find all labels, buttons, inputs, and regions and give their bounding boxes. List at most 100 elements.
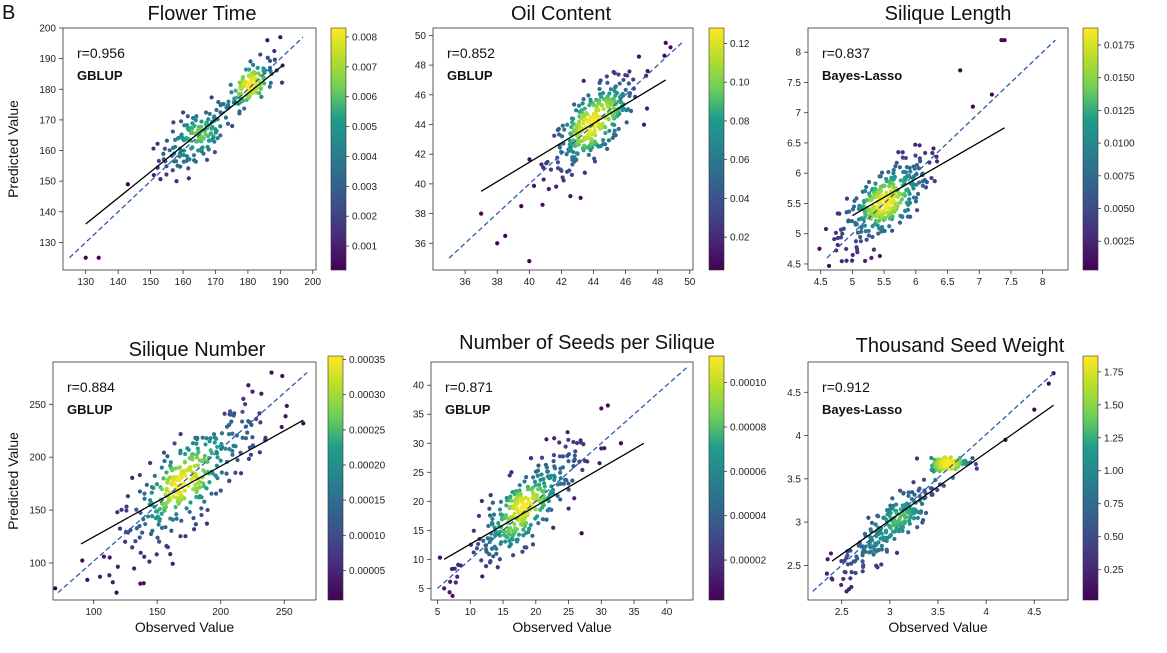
data-point xyxy=(257,450,262,455)
data-point xyxy=(519,508,524,513)
data-point xyxy=(172,441,177,446)
data-point xyxy=(280,373,285,379)
data-point xyxy=(487,506,492,511)
data-point xyxy=(199,506,204,511)
data-point xyxy=(183,451,188,457)
data-point xyxy=(503,513,509,518)
data-point xyxy=(230,452,235,457)
colorbar-tick-label: 0.00010 xyxy=(730,378,767,389)
data-point xyxy=(826,263,832,269)
colorbar-tick-label: 0.007 xyxy=(352,62,377,73)
data-point xyxy=(911,516,917,521)
colorbar-tick-label: 1.75 xyxy=(1104,367,1124,378)
data-point xyxy=(897,515,902,521)
data-point xyxy=(849,258,855,263)
data-point xyxy=(164,543,169,549)
data-point xyxy=(911,195,917,200)
data-point xyxy=(140,530,145,535)
data-point xyxy=(567,168,572,173)
data-point xyxy=(833,230,839,235)
data-point xyxy=(155,535,160,540)
y-axis-label: Predicted Value xyxy=(5,432,21,530)
colorbar-tick-label: 1.25 xyxy=(1104,433,1124,444)
data-point xyxy=(142,554,147,559)
plot-area xyxy=(53,370,308,595)
data-point xyxy=(159,465,164,470)
data-point xyxy=(175,163,180,168)
data-point xyxy=(574,151,580,156)
data-point xyxy=(570,162,575,167)
data-point xyxy=(173,504,178,510)
data-point xyxy=(581,114,586,119)
data-point xyxy=(883,528,889,533)
data-point xyxy=(913,199,919,204)
data-point xyxy=(645,68,650,74)
data-point xyxy=(240,419,245,424)
data-point xyxy=(611,132,617,137)
colorbar xyxy=(708,27,725,271)
data-point xyxy=(879,531,884,536)
data-point xyxy=(617,81,622,86)
x-tick-label: 30 xyxy=(596,607,608,618)
data-point xyxy=(200,145,205,150)
data-point xyxy=(863,544,868,549)
data-point xyxy=(191,473,196,479)
data-point xyxy=(915,515,920,520)
data-point xyxy=(914,208,920,213)
data-point xyxy=(869,520,875,525)
data-point xyxy=(510,514,515,519)
data-point xyxy=(542,484,547,489)
data-point xyxy=(181,110,186,115)
data-point xyxy=(162,458,167,464)
data-point xyxy=(164,172,169,177)
data-point xyxy=(874,563,879,568)
data-point xyxy=(525,487,531,492)
data-point xyxy=(85,577,90,583)
data-point xyxy=(242,106,247,111)
data-point xyxy=(536,487,541,492)
data-point xyxy=(871,552,876,557)
data-point xyxy=(206,117,211,122)
data-point xyxy=(147,559,152,564)
data-point xyxy=(536,521,541,526)
data-point xyxy=(174,512,179,517)
y-tick-label: 160 xyxy=(39,146,56,157)
data-point xyxy=(845,562,850,567)
data-point xyxy=(603,124,608,130)
colorbar-tick-label: 1.50 xyxy=(1104,400,1124,411)
colorbar xyxy=(1082,355,1099,601)
data-point xyxy=(230,431,235,436)
data-point xyxy=(171,120,176,125)
data-point xyxy=(877,253,882,259)
data-point xyxy=(558,167,563,172)
data-point xyxy=(151,485,156,490)
data-point xyxy=(929,455,934,461)
data-point xyxy=(855,230,861,235)
colorbar-tick-label: 0.0025 xyxy=(1104,237,1135,248)
y-tick-label: 5 xyxy=(795,229,801,240)
data-point xyxy=(141,581,146,586)
data-point xyxy=(618,441,624,446)
identity-line xyxy=(826,39,1056,259)
data-point xyxy=(662,53,667,58)
colorbar-tick-label: 0.0175 xyxy=(1104,41,1135,52)
data-point xyxy=(859,224,864,229)
data-point xyxy=(525,501,530,506)
colorbar-tick-label: 0.005 xyxy=(352,122,377,133)
data-point xyxy=(592,156,597,161)
data-point xyxy=(539,472,544,477)
data-point xyxy=(582,170,587,175)
data-point xyxy=(508,542,513,547)
data-point xyxy=(508,494,513,499)
data-point xyxy=(174,179,179,184)
data-point xyxy=(195,446,200,451)
data-point xyxy=(999,38,1004,43)
data-point xyxy=(580,101,585,106)
x-tick-label: 10 xyxy=(465,607,477,618)
data-point xyxy=(897,200,903,205)
data-point xyxy=(253,81,258,87)
data-point xyxy=(237,109,242,114)
data-point xyxy=(973,462,978,467)
data-point xyxy=(227,447,232,452)
data-point xyxy=(101,554,106,559)
